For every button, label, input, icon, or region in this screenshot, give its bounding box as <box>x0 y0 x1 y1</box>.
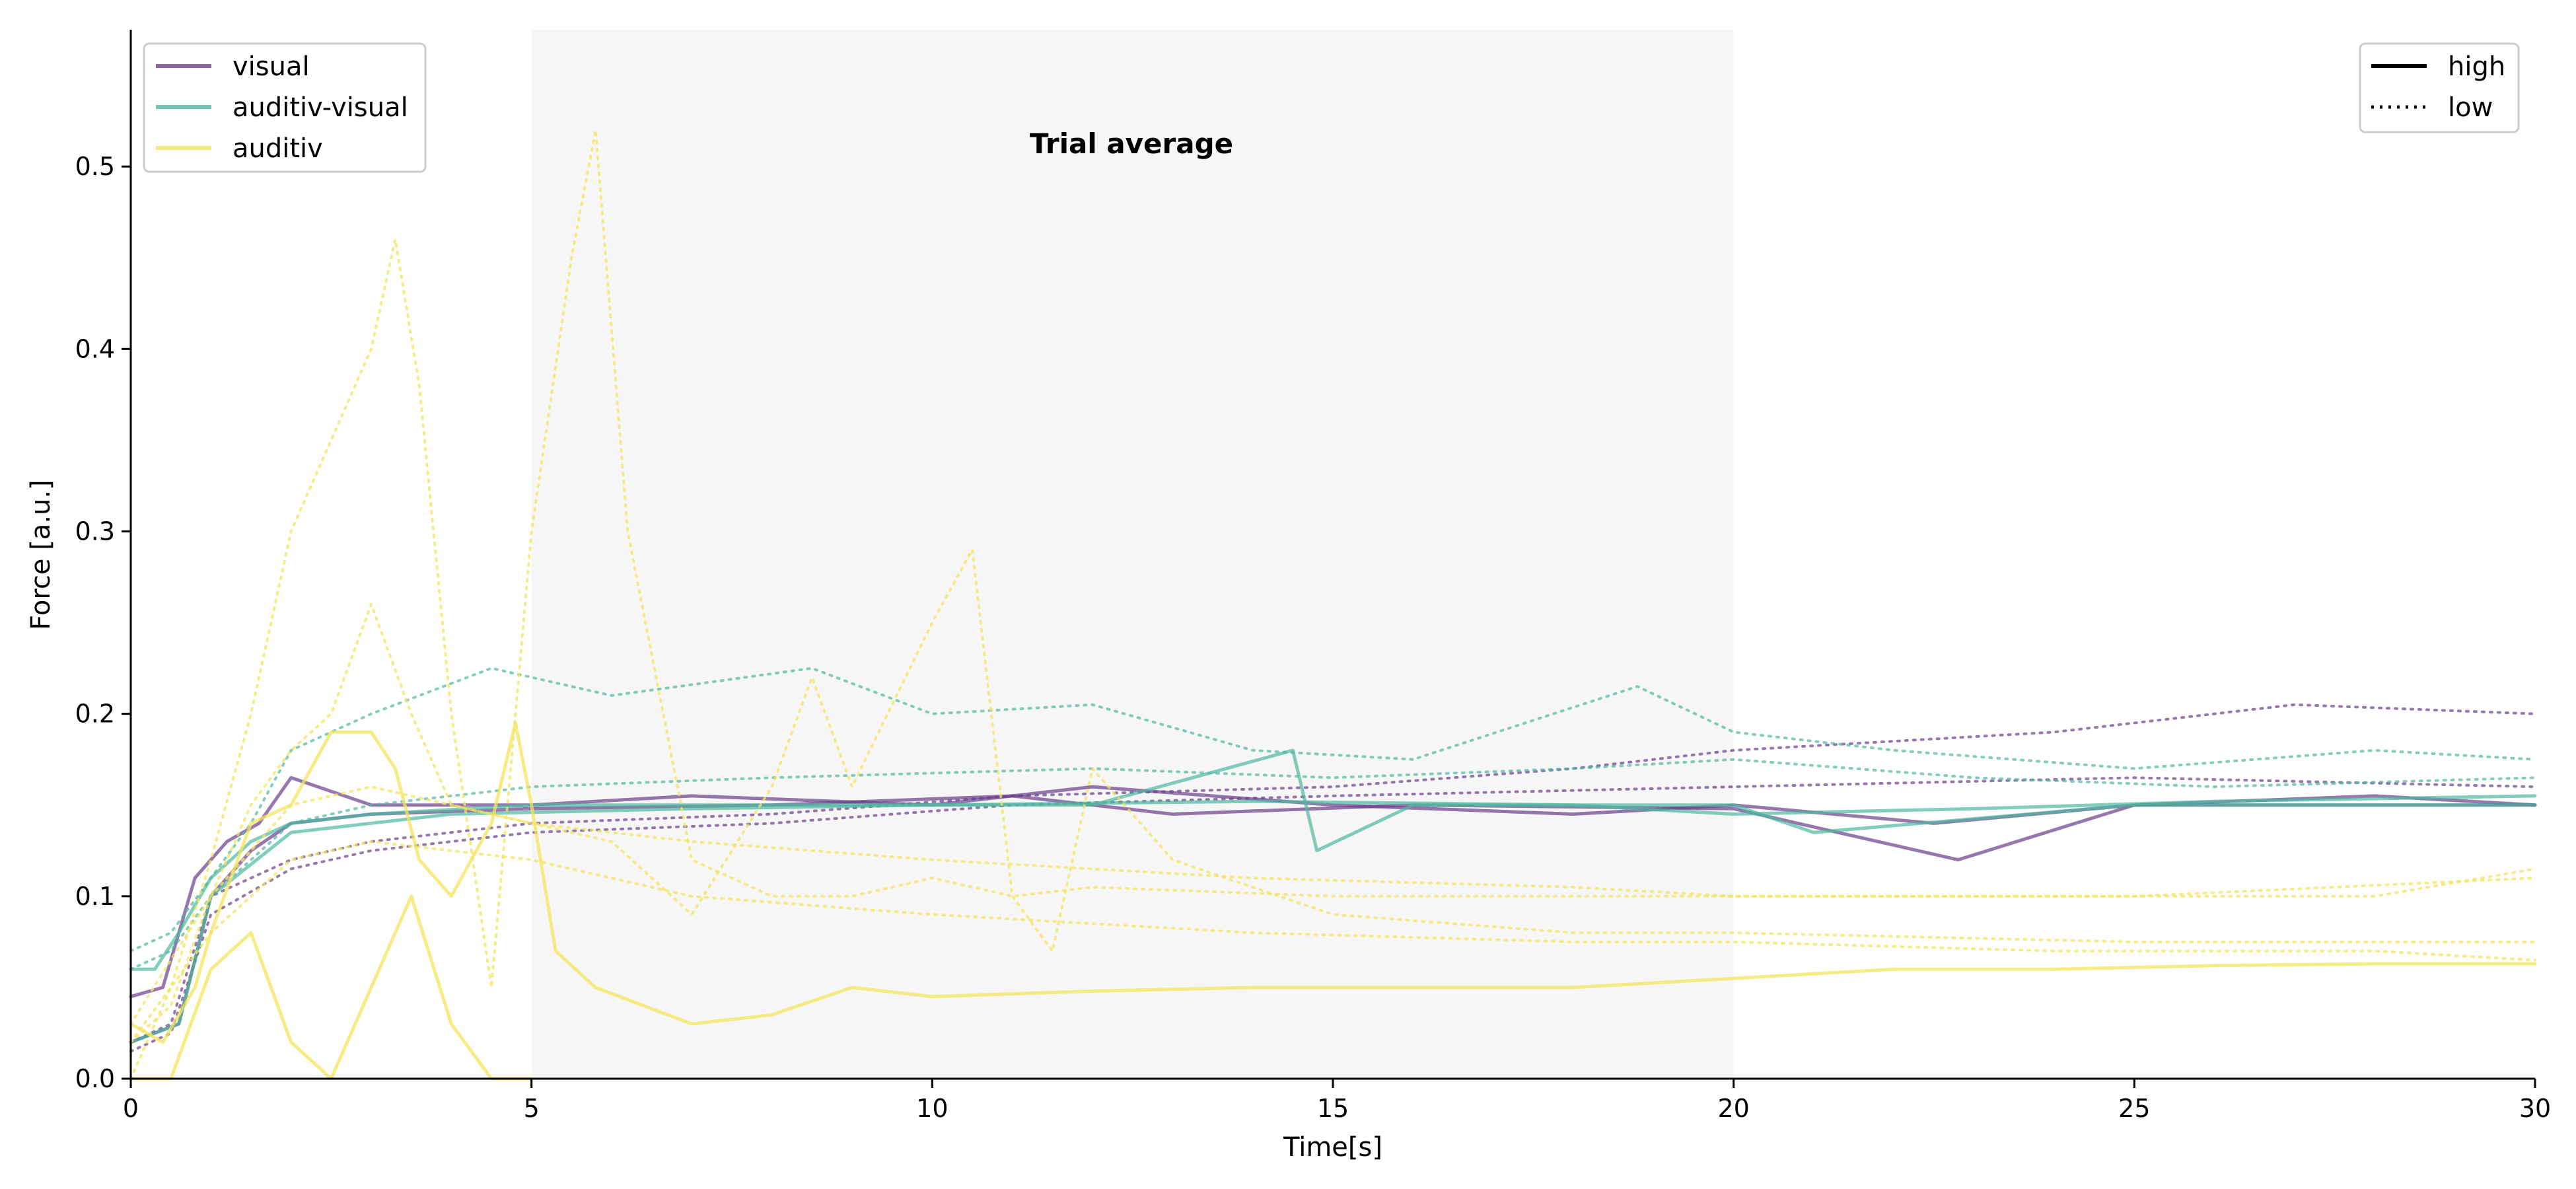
legend-modality: visual auditiv-visual auditiv <box>143 42 427 173</box>
x-ticks: 0 5 10 15 20 25 30 <box>123 1079 2551 1123</box>
y-tick-label: 0.0 <box>75 1064 115 1093</box>
x-tick-label: 10 <box>916 1094 948 1123</box>
series-line-auditiv-visual-low <box>129 667 2536 953</box>
legend-level: high low <box>2359 42 2520 133</box>
series-line-auditiv-visual-low <box>129 758 2536 971</box>
y-tick-label: 0.3 <box>75 517 115 546</box>
y-ticks: 0.0 0.1 0.2 0.3 0.4 0.5 <box>75 152 131 1093</box>
shaded-region <box>531 30 1734 1079</box>
x-tick-label: 25 <box>2118 1094 2150 1123</box>
x-tick-label: 0 <box>123 1094 139 1123</box>
y-axis-label: Force [a.u.] <box>26 480 56 630</box>
trial-average-annotation: Trial average <box>1030 127 1233 160</box>
series-line-auditiv-low <box>129 128 2536 1080</box>
series-line-visual-low <box>129 776 2536 1053</box>
series-line-auditiv-high <box>129 721 2537 1044</box>
legend-label-low: low <box>2448 92 2493 123</box>
series-line-auditiv-low <box>129 840 2536 1044</box>
legend-label-high: high <box>2448 52 2505 82</box>
x-tick-label: 5 <box>524 1094 540 1123</box>
x-tick-label: 20 <box>1717 1094 1749 1123</box>
series-line-auditiv-low <box>129 548 2536 1044</box>
y-tick-label: 0.4 <box>75 334 115 363</box>
x-tick-label: 30 <box>2519 1094 2551 1123</box>
y-tick-label: 0.5 <box>75 152 115 181</box>
x-axis-label: Time[s] <box>1283 1132 1382 1163</box>
legend-label-visual: visual <box>233 52 310 82</box>
y-tick-label: 0.1 <box>75 882 115 911</box>
legend-label-auditiv: auditiv <box>233 133 323 164</box>
x-tick-label: 15 <box>1317 1094 1349 1123</box>
series-line-auditiv-low <box>129 785 2536 1026</box>
y-tick-label: 0.2 <box>75 700 115 729</box>
legend-label-auditiv-visual: auditiv-visual <box>233 92 408 123</box>
